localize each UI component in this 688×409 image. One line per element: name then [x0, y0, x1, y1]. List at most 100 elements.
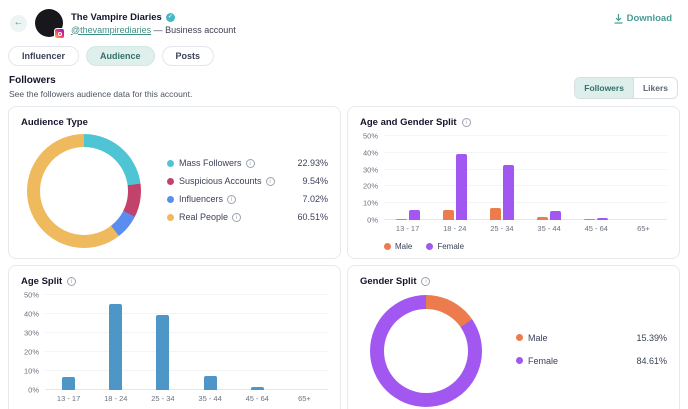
gender-split-legend: Male 15.39% Female 84.61%	[516, 333, 667, 366]
bar-male-25-34	[489, 208, 501, 220]
info-icon[interactable]: i	[421, 277, 431, 286]
y-tick-label: 20%	[23, 347, 39, 357]
y-axis: 0% 10% 20% 30% 40% 50%	[21, 291, 45, 395]
back-button[interactable]: ←	[10, 14, 27, 32]
followers-likers-toggle: Followers Likers	[574, 77, 678, 99]
x-tick-label: 45 - 64	[245, 394, 269, 403]
legend-item: Suspicious Accounts i 9.54%	[167, 176, 328, 186]
y-tick-label: 50%	[362, 131, 378, 141]
x-tick-label: 18 - 24	[104, 394, 128, 403]
legend-label: Influencers	[179, 194, 224, 204]
card-title: Age Split	[21, 276, 63, 287]
y-tick-label: 0%	[28, 385, 39, 395]
legend-dot-icon	[516, 334, 523, 341]
card-title: Age and Gender Split	[360, 117, 457, 128]
y-axis: 0% 10% 20% 30% 40% 50%	[360, 132, 384, 225]
legend-value: 60.51%	[297, 212, 328, 222]
toggle-followers[interactable]: Followers	[575, 78, 633, 98]
info-icon[interactable]: i	[67, 277, 77, 286]
info-icon[interactable]: i	[232, 212, 242, 222]
legend-item: Male 15.39%	[516, 333, 667, 343]
followers-section-header: Followers See the followers audience dat…	[9, 75, 678, 99]
bar-group	[478, 136, 525, 220]
donut-hole	[384, 309, 468, 393]
gridline	[45, 294, 328, 295]
instagram-icon	[54, 28, 65, 39]
avatar	[35, 9, 65, 39]
tab-influencer[interactable]: Influencer	[8, 46, 80, 66]
download-icon	[614, 13, 623, 24]
legend-item: Female	[426, 242, 464, 251]
bar-group	[45, 295, 92, 390]
bar-male-35-44	[537, 216, 549, 220]
card-title: Gender Split	[360, 276, 417, 287]
bar-female-35-44	[550, 211, 562, 220]
bar-female-18-24	[455, 153, 467, 220]
legend-label: Male	[528, 332, 548, 343]
bar-group	[187, 295, 234, 390]
cards-grid: Audience Type Mass Followers i 22.93% Suspi…	[8, 106, 680, 409]
legend-dot-icon	[384, 243, 391, 250]
legend-dot-icon	[426, 243, 434, 250]
gridline	[384, 202, 667, 204]
gridline	[384, 219, 667, 220]
gridline	[45, 370, 328, 371]
toggle-likers[interactable]: Likers	[632, 78, 677, 98]
legend-value: 15.39%	[636, 332, 667, 343]
plot-area	[384, 135, 667, 220]
y-tick-label: 0%	[367, 215, 378, 225]
legend-label: Mass Followers	[179, 158, 242, 168]
bar-group	[234, 295, 281, 390]
info-icon[interactable]: i	[245, 158, 255, 168]
legend-item: Mass Followers i 22.93%	[167, 158, 328, 168]
bar-all-13-17	[62, 376, 76, 390]
download-button[interactable]: Download	[614, 13, 672, 24]
bar-female-13-17	[408, 209, 420, 220]
card-gender-split: Gender Split i Male 15.39% Female 84.61%	[347, 265, 680, 409]
account-name: The Vampire Diaries	[71, 11, 162, 23]
verified-badge-icon: ✓	[165, 12, 175, 22]
bar-male-45-64	[584, 219, 596, 220]
y-tick-label: 30%	[23, 328, 39, 338]
info-icon[interactable]: i	[265, 176, 275, 186]
info-icon[interactable]: i	[461, 118, 471, 127]
x-tick-label: 25 - 34	[490, 224, 514, 233]
card-audience-type: Audience Type Mass Followers i 22.93% Suspi…	[8, 106, 341, 259]
legend-label: Suspicious Accounts	[179, 176, 262, 186]
bar-group	[281, 295, 328, 390]
audience-type-legend: Mass Followers i 22.93% Suspicious Accounts…	[167, 158, 328, 222]
tab-posts[interactable]: Posts	[161, 46, 215, 66]
bar-male-18-24	[442, 209, 454, 220]
y-tick-label: 20%	[362, 181, 378, 191]
x-tick-label: 13 - 17	[395, 224, 420, 233]
y-tick-label: 50%	[23, 290, 39, 300]
x-tick-label: 35 - 44	[198, 394, 222, 403]
donut-hole	[40, 147, 128, 235]
bar-group	[526, 136, 573, 220]
tab-audience[interactable]: Audience	[86, 46, 155, 66]
x-tick-label: 65+	[637, 224, 650, 233]
x-tick-label: 45 - 64	[584, 224, 608, 233]
info-icon[interactable]: i	[227, 194, 237, 204]
chart-legend: Male Female	[384, 242, 667, 251]
bar-male-13-17	[395, 219, 407, 220]
y-tick-label: 40%	[362, 148, 378, 158]
y-tick-label: 10%	[23, 366, 39, 376]
legend-label: Female	[437, 242, 465, 251]
card-age-gender-split: Age and Gender Split i 0% 10% 20% 30% 40% 50%…	[347, 106, 680, 259]
legend-dot-icon	[516, 357, 523, 364]
age-split-bar-chart: 0% 10% 20% 30% 40% 50% 13 - 17 18 - 24 25 - 34 35…	[21, 291, 328, 403]
gridline	[384, 168, 667, 170]
account-handle-link[interactable]: @thevampirediaries	[71, 24, 152, 35]
account-type-label: — Business account	[151, 24, 236, 35]
legend-dot-icon	[167, 159, 174, 167]
y-tick-label: 40%	[23, 309, 39, 319]
bar-all-18-24	[109, 303, 123, 390]
audience-type-donut-chart	[27, 134, 141, 248]
gridline	[384, 185, 667, 187]
age-gender-bar-chart: 0% 10% 20% 30% 40% 50% 13 - 17 18 - 24 25 - 34 35…	[360, 132, 667, 251]
gender-split-donut-chart	[370, 295, 482, 407]
legend-item: Influencers i 7.02%	[167, 194, 328, 204]
section-title: Followers	[9, 75, 56, 86]
account-identity: The Vampire Diaries ✓ @thevampirediaries…	[71, 12, 236, 35]
